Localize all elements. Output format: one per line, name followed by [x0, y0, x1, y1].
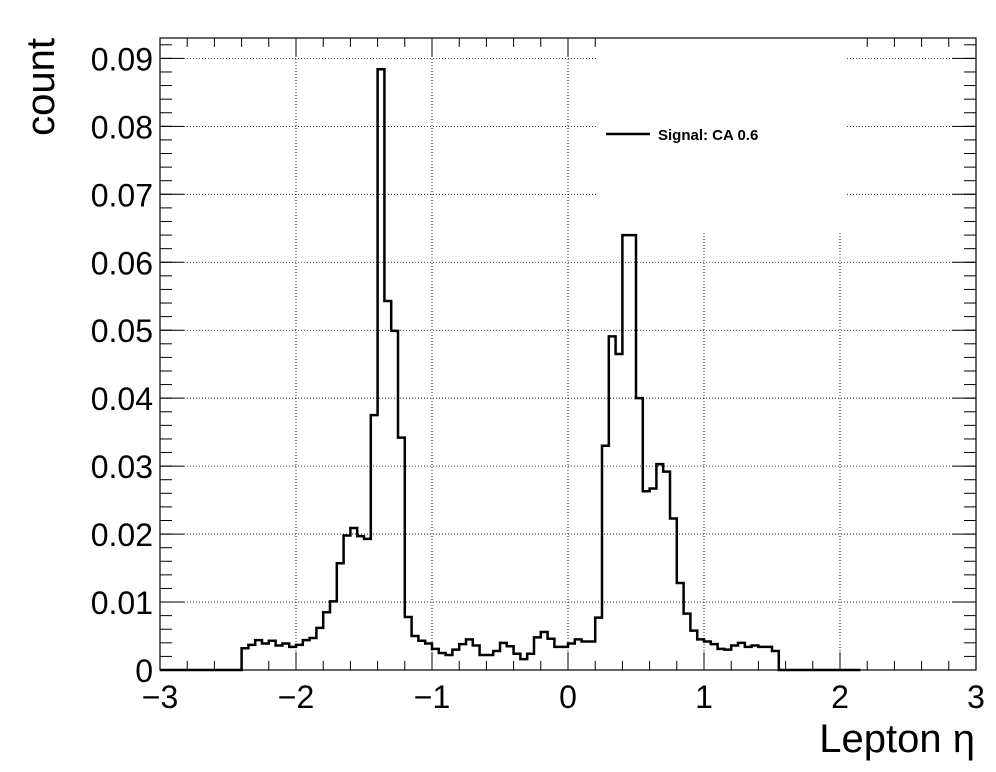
- y-tick-labels: 0 0.01 0.02 0.03 0.04 0.05 0.06 0.07 0.08 0.09: [91, 41, 153, 689]
- x-axis-title: Lepton η: [819, 717, 975, 761]
- x-tick-label: 2: [831, 679, 849, 715]
- y-tick-label: 0.07: [91, 177, 153, 213]
- x-tick-label: 1: [695, 679, 713, 715]
- y-tick-label: 0.05: [91, 313, 153, 349]
- x-tick-label: 0: [559, 679, 577, 715]
- y-tick-label: 0.02: [91, 517, 153, 553]
- y-tick-label: 0.01: [91, 585, 153, 621]
- y-tick-label: 0.03: [91, 449, 153, 485]
- x-tick-label: −3: [142, 679, 178, 715]
- x-tick-labels: −3 −2 −1 0 1 2 3: [142, 679, 985, 715]
- x-tick-label: −1: [414, 679, 450, 715]
- x-tick-label: 3: [967, 679, 985, 715]
- histogram-series-line: [160, 68, 861, 672]
- plot-frame: [159, 37, 977, 671]
- series-layer: [160, 68, 861, 672]
- y-tick-label: 0: [135, 653, 153, 689]
- x-tick-label: −2: [278, 679, 314, 715]
- y-tick-label: 0.09: [91, 41, 153, 77]
- y-axis-title: count: [19, 38, 63, 136]
- legend-label: Signal: CA 0.6: [658, 127, 758, 144]
- grid-lines: [160, 38, 976, 670]
- y-tick-label: 0.04: [91, 381, 153, 417]
- y-tick-label: 0.08: [91, 109, 153, 145]
- y-tick-label: 0.06: [91, 245, 153, 281]
